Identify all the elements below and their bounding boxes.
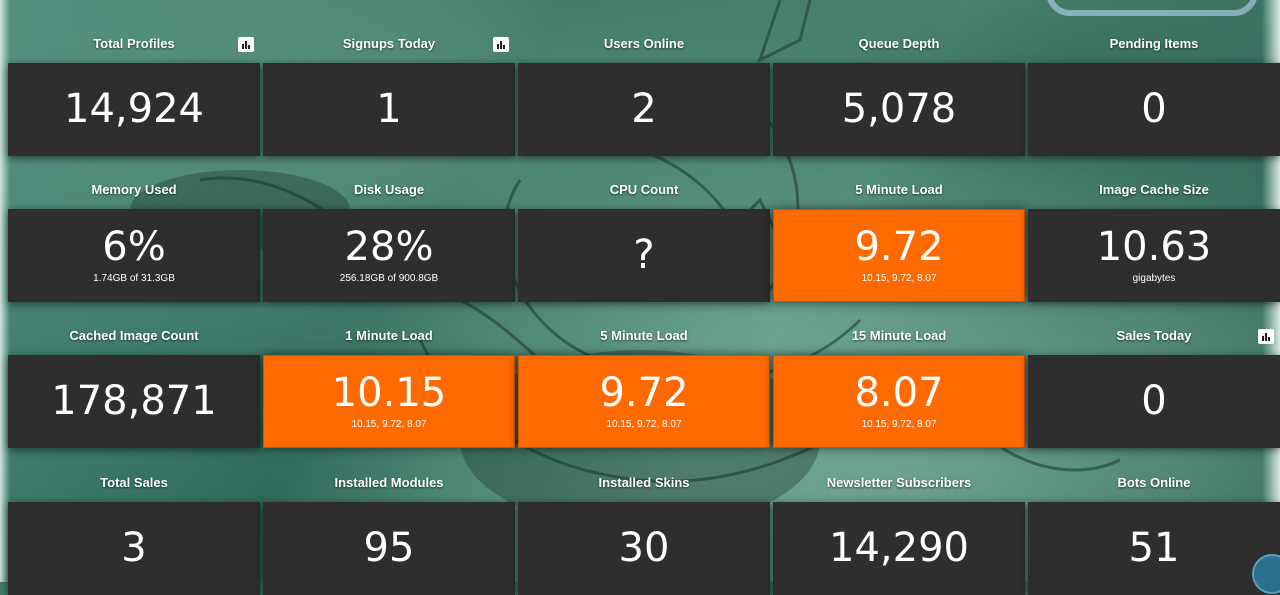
stat-title: Cached Image Count — [69, 328, 199, 343]
stat-value-box: 28% 256.18GB of 900.8GB — [263, 209, 515, 302]
stat-subtext: 256.18GB of 900.8GB — [339, 273, 439, 284]
stat-value: 8.07 — [854, 370, 944, 416]
stat-value-box: 1 — [263, 63, 515, 156]
stat-title: 5 Minute Load — [600, 328, 688, 343]
stat-value-box: 3 — [8, 502, 260, 595]
stat-value-box: 30 — [518, 502, 770, 595]
stat-title: Pending Items — [1109, 36, 1199, 51]
stat-title: Memory Used — [91, 182, 177, 197]
stat-value-box-alert: 9.72 10.15, 9.72, 8.07 — [773, 209, 1025, 302]
stat-subtext: gigabytes — [1132, 273, 1176, 284]
stat-title: Signups Today — [342, 36, 436, 51]
stat-title: Newsletter Subscribers — [826, 475, 972, 490]
stat-value-box-alert: 10.15 10.15, 9.72, 8.07 — [263, 355, 515, 448]
stat-value: 5,078 — [841, 86, 957, 132]
stat-title: Queue Depth — [858, 36, 940, 51]
stat-value: 28% — [344, 224, 434, 270]
stat-value-box: 14,924 — [8, 63, 260, 156]
stat-value-box: 5,078 — [773, 63, 1025, 156]
stat-title: CPU Count — [609, 182, 679, 197]
stat-value: 178,871 — [51, 378, 217, 424]
stat-value-box: 6% 1.74GB of 31.3GB — [8, 209, 260, 302]
stat-value-box: 178,871 — [8, 355, 260, 448]
stat-title: Image Cache Size — [1099, 182, 1209, 197]
stat-value: 51 — [1128, 525, 1180, 571]
stat-value-box: ? — [518, 209, 770, 302]
stat-value: 2 — [631, 86, 657, 132]
stat-title: Installed Skins — [598, 475, 690, 490]
stat-value: 3 — [121, 525, 147, 571]
stat-subtext: 10.15, 9.72, 8.07 — [606, 419, 682, 430]
stat-subtext: 1.74GB of 31.3GB — [93, 273, 175, 284]
stat-subtext: 10.15, 9.72, 8.07 — [861, 419, 937, 430]
stat-value: 10.15 — [331, 370, 447, 416]
bar-chart-icon[interactable] — [493, 37, 509, 52]
stat-value-box-alert: 9.72 10.15, 9.72, 8.07 — [518, 355, 770, 448]
stat-value-box: 10.63 gigabytes — [1028, 209, 1280, 302]
stat-value-box: 51 — [1028, 502, 1280, 595]
stat-title: Total Profiles — [93, 36, 175, 51]
stat-value: 30 — [618, 525, 670, 571]
stat-value: 0 — [1141, 378, 1167, 424]
stat-value-box: 95 — [263, 502, 515, 595]
stat-value: 95 — [363, 525, 415, 571]
stat-value: 9.72 — [599, 370, 689, 416]
stat-value-box: 0 — [1028, 63, 1280, 156]
stat-title: Users Online — [603, 36, 685, 51]
bar-chart-icon[interactable] — [1258, 329, 1274, 344]
stat-value: 14,924 — [64, 86, 204, 132]
stat-value: 1 — [376, 86, 402, 132]
stat-subtext: 10.15, 9.72, 8.07 — [861, 273, 937, 284]
stat-title: Installed Modules — [334, 475, 444, 490]
stat-value: 0 — [1141, 86, 1167, 132]
left-edge-fade — [0, 0, 10, 582]
stat-value-box: 0 — [1028, 355, 1280, 448]
stat-value: 14,290 — [829, 525, 969, 571]
stat-value-box-alert: 8.07 10.15, 9.72, 8.07 — [773, 355, 1025, 448]
stat-title: 5 Minute Load — [855, 182, 943, 197]
stat-value: 6% — [102, 224, 166, 270]
stat-title: Total Sales — [100, 475, 168, 490]
bar-chart-icon[interactable] — [238, 37, 254, 52]
stat-title: Disk Usage — [353, 182, 425, 197]
stat-title: Sales Today — [1116, 328, 1192, 343]
stat-value: 9.72 — [854, 224, 944, 270]
stat-value: ? — [633, 232, 655, 278]
stat-value-box: 2 — [518, 63, 770, 156]
stat-title: Bots Online — [1117, 475, 1191, 490]
stat-value: 10.63 — [1096, 224, 1212, 270]
stat-subtext: 10.15, 9.72, 8.07 — [351, 419, 427, 430]
stat-title: 1 Minute Load — [345, 328, 433, 343]
stats-grid: Total Profiles 14,924 Signups Today 1 Users … — [8, 36, 1280, 595]
stat-title: 15 Minute Load — [851, 328, 947, 343]
stat-value-box: 14,290 — [773, 502, 1025, 595]
